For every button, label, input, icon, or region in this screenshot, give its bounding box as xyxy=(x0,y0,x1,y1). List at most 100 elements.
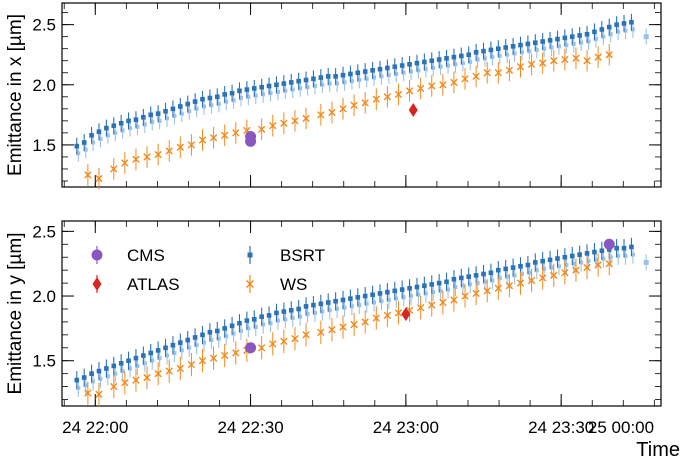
bsrt-point xyxy=(192,99,198,104)
bsrt-light-point xyxy=(327,308,332,313)
series-bsrt xyxy=(74,237,649,397)
bsrt-point xyxy=(296,306,301,312)
bsrt-light-point xyxy=(216,336,221,341)
ws-point xyxy=(165,147,173,155)
bsrt-point xyxy=(459,275,464,281)
ws-point xyxy=(121,379,129,387)
ws-point xyxy=(317,111,325,119)
bsrt-point xyxy=(281,309,287,314)
bsrt-point xyxy=(348,296,353,301)
bsrt-light-point xyxy=(342,80,347,85)
bsrt-light-point xyxy=(209,338,214,343)
bsrt-light-point xyxy=(224,99,229,104)
bsrt-light-point xyxy=(202,104,207,109)
ws-point xyxy=(372,314,380,322)
ws-point xyxy=(291,117,299,125)
ws-point xyxy=(95,174,103,183)
bsrt-light-point xyxy=(379,299,384,304)
bsrt-light-point xyxy=(83,383,88,388)
x-tick-label: 24 22:00 xyxy=(62,418,128,437)
bsrt-light-point xyxy=(630,27,635,32)
bsrt-light-point xyxy=(179,111,184,116)
panel-x: 1.5 2.0 2.5 Emittance in x [µm] xyxy=(5,2,662,190)
bsrt-light-point xyxy=(172,350,177,355)
bsrt-light-point xyxy=(209,103,214,108)
bsrt-light-point xyxy=(519,50,524,55)
bsrt-light-point xyxy=(165,116,170,121)
bsrt-point xyxy=(621,21,627,26)
bsrt-light-point xyxy=(312,83,317,88)
bsrt-point xyxy=(466,274,472,279)
legend-marker-cms xyxy=(91,249,103,261)
bsrt-light-point xyxy=(150,358,155,363)
plot-frame xyxy=(61,220,662,407)
bsrt-light-point xyxy=(290,316,295,321)
bsrt-point xyxy=(118,120,124,126)
ws-point xyxy=(472,289,480,298)
bsrt-point xyxy=(399,287,405,292)
bsrt-light-point xyxy=(231,98,236,103)
bsrt-point xyxy=(163,108,168,114)
bsrt-point xyxy=(148,112,154,118)
bsrt-light-point xyxy=(305,85,310,90)
ws-point xyxy=(110,382,118,391)
ws-point xyxy=(527,276,536,285)
bsrt-point xyxy=(178,340,183,345)
bsrt-light-point xyxy=(571,41,576,46)
bsrt-point xyxy=(214,328,220,334)
bsrt-light-point xyxy=(394,71,399,76)
bsrt-light-point xyxy=(98,376,103,381)
bsrt-light-point xyxy=(401,70,406,75)
bsrt-light-point xyxy=(76,385,81,390)
bsrt-light-point xyxy=(194,343,199,348)
bsrt-light-point xyxy=(342,305,347,310)
ws-point xyxy=(394,90,403,99)
bsrt-point xyxy=(473,273,479,278)
bsrt-point xyxy=(340,72,346,78)
ws-point xyxy=(269,340,277,348)
atlas-point xyxy=(401,307,411,322)
y-tick-label: 2.5 xyxy=(32,222,56,241)
bsrt-light-point xyxy=(76,151,81,156)
bsrt-point xyxy=(318,75,324,80)
bsrt-point xyxy=(200,96,205,102)
bsrt-point xyxy=(89,371,94,376)
ws-point xyxy=(209,354,218,362)
bsrt-point xyxy=(126,358,131,364)
bsrt-point xyxy=(370,292,375,298)
bsrt-light-point xyxy=(261,92,266,97)
ws-point xyxy=(328,108,336,117)
legend-entry-atlas: ATLAS xyxy=(92,275,180,294)
bsrt-point xyxy=(503,45,509,50)
bsrt-light-point xyxy=(483,56,488,61)
bsrt-light-point xyxy=(527,49,532,54)
bsrt-point xyxy=(606,24,612,30)
ws-point xyxy=(583,263,591,272)
bsrt-point xyxy=(488,47,494,53)
bsrt-point xyxy=(244,318,250,323)
bsrt-point xyxy=(540,258,545,264)
bsrt-point xyxy=(599,248,605,254)
y-tick-label: 2.0 xyxy=(32,76,56,95)
y-tick-label: 1.5 xyxy=(32,352,56,371)
bsrt-point xyxy=(325,300,331,305)
bsrt-light-point xyxy=(431,65,436,70)
bsrt-point xyxy=(126,118,131,124)
series-atlas xyxy=(401,307,411,322)
bsrt-point xyxy=(377,291,383,296)
ws-point xyxy=(605,259,613,268)
bsrt-point xyxy=(532,40,538,45)
bsrt-point xyxy=(362,69,368,74)
bsrt-light-point xyxy=(179,348,184,353)
ws-point xyxy=(165,367,173,375)
panel-y: 1.5 2.0 2.5 24 22:00 24 22:30 24 23:00 24 23:3… xyxy=(5,220,662,437)
bsrt-point xyxy=(510,265,516,270)
atlas-point xyxy=(408,103,418,118)
ws-point xyxy=(220,351,229,360)
ws-point xyxy=(257,344,266,352)
bsrt-light-point xyxy=(91,140,96,145)
bsrt-light-point xyxy=(216,102,221,107)
bsrt-light-point xyxy=(438,288,443,293)
ws-point xyxy=(132,376,140,384)
bsrt-light-point xyxy=(490,278,495,283)
